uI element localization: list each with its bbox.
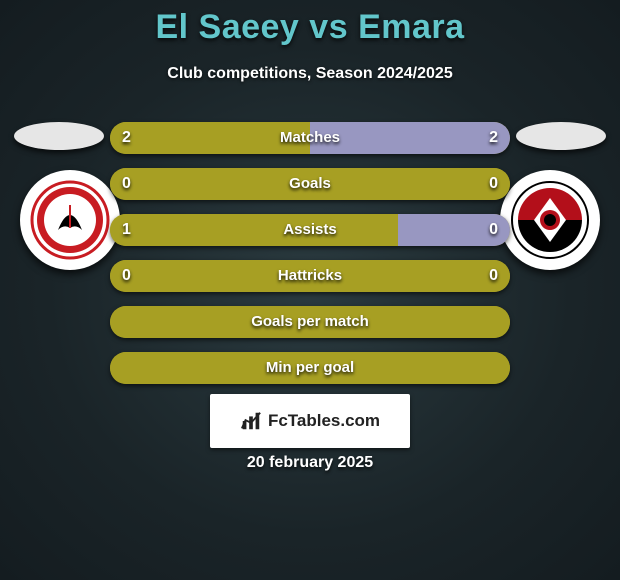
brand-badge: FcTables.com <box>210 394 410 448</box>
chart-icon <box>240 410 262 432</box>
stat-label: Matches <box>110 122 510 154</box>
stat-value-left: 0 <box>122 260 131 292</box>
stat-label: Min per goal <box>110 352 510 384</box>
stat-label: Hattricks <box>110 260 510 292</box>
stat-row: Goals per match <box>110 306 510 338</box>
brand-text: FcTables.com <box>268 411 380 431</box>
shield-icon <box>510 180 590 260</box>
stat-value-left: 2 <box>122 122 131 154</box>
stat-value-right: 0 <box>489 168 498 200</box>
stats-area: Matches22Goals00Assists10Hattricks00Goal… <box>110 122 510 398</box>
stat-label: Assists <box>110 214 510 246</box>
comparison-card: El Saeey vs Emara Club competitions, Sea… <box>0 0 620 580</box>
date-text: 20 february 2025 <box>0 454 620 472</box>
stat-row: Min per goal <box>110 352 510 384</box>
stat-label: Goals <box>110 168 510 200</box>
stat-row: Assists1 0 <box>110 214 510 246</box>
stat-row: Matches2 2 <box>110 122 510 154</box>
stat-row: Hattricks0 0 <box>110 260 510 292</box>
stat-value-right: 0 <box>489 260 498 292</box>
title-player-left: El Saeey <box>155 8 299 46</box>
stat-value-right: 0 <box>489 214 498 246</box>
stat-value-right: 2 <box>489 122 498 154</box>
subtitle: Club competitions, Season 2024/2025 <box>0 65 620 83</box>
title-vs: vs <box>299 8 358 46</box>
club-badge-right <box>500 170 600 270</box>
stat-row: Goals0 0 <box>110 168 510 200</box>
page-title: El Saeey vs Emara <box>0 0 620 47</box>
shield-icon <box>30 180 110 260</box>
player-photo-left <box>14 122 104 150</box>
player-photo-right <box>516 122 606 150</box>
stat-value-left: 0 <box>122 168 131 200</box>
club-badge-left <box>20 170 120 270</box>
title-player-right: Emara <box>358 8 464 46</box>
stat-label: Goals per match <box>110 306 510 338</box>
stat-value-left: 1 <box>122 214 131 246</box>
